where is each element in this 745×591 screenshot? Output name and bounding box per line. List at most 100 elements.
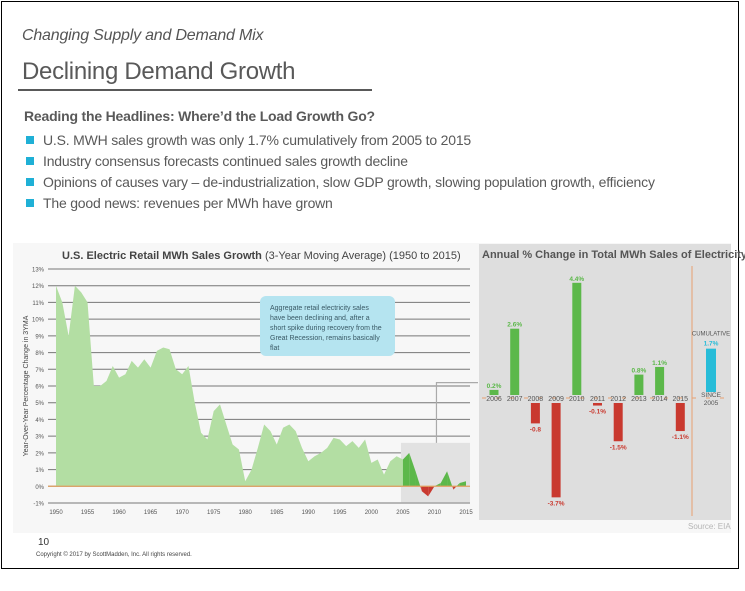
y-tick-label: 1% (35, 468, 44, 474)
bar-value-label: -3.7% (548, 500, 565, 507)
title-underline (18, 89, 372, 91)
x-tick-label: 2005 (396, 510, 410, 516)
x-tick-label: 2010 (428, 510, 442, 516)
highlight-area-positive (415, 471, 421, 487)
y-tick-label: 3% (35, 435, 44, 441)
bar (489, 389, 499, 395)
x-tick-label: 1995 (333, 510, 347, 516)
x-tick-label: 1975 (207, 510, 221, 516)
area-chart-title: U.S. Electric Retail MWh Sales Growth (3… (62, 250, 461, 262)
bullet-square-icon (26, 157, 34, 165)
page-title: Declining Demand Growth (22, 58, 296, 85)
annual-change-panel (479, 244, 731, 520)
bar-category-label: 2012 (610, 396, 626, 403)
area-chart: 13% 12% 11% 10% 9% 8% 7% 6% 5% 4% 3% 2% 1% 0% -1% 1950 1… (23, 268, 478, 516)
bullet-item: U.S. MWH sales growth was only 1.7% cumu… (26, 132, 706, 148)
subheading: Reading the Headlines: Where’d the Load … (24, 108, 375, 124)
bar-category-label: 2011 (590, 396, 605, 403)
bullet-square-icon (26, 136, 34, 144)
bar-category-label: 2015 (673, 396, 689, 403)
highlight-area-negative (420, 486, 422, 492)
highlight-area-positive (447, 471, 453, 487)
highlight-area-positive (456, 482, 460, 487)
bar-category-label: 2008 (528, 396, 544, 403)
connector-line (435, 382, 478, 443)
y-tick-label: 2% (35, 451, 44, 457)
cumulative-category-label: 2005 (704, 400, 719, 407)
bar-value-label: -0.8 (530, 426, 542, 433)
bar-value-label: 0.8% (631, 368, 646, 375)
y-tick-label: 5% (35, 401, 44, 407)
highlight-area-negative (428, 486, 435, 497)
area-series (56, 285, 403, 487)
bullet-square-icon (26, 178, 34, 186)
cumulative-bar (706, 348, 716, 392)
x-tick-label: 2015 (459, 510, 473, 516)
bullet-text: Opinions of causes vary – de-industriali… (43, 174, 655, 190)
bar (613, 403, 623, 442)
copyright: Copyright © 2017 by ScottMadden, Inc. Al… (36, 552, 192, 558)
page-number: 10 (38, 537, 50, 548)
bar-value-label: 2.6% (507, 322, 522, 329)
y-tick-label: 13% (32, 268, 45, 274)
highlight-area-negative (452, 486, 454, 490)
area-chart-title-suffix: (3-Year Moving Average) (1950 to 2015) (264, 250, 461, 262)
y-tick-label: 12% (32, 284, 45, 290)
x-tick-label: 1965 (144, 510, 158, 516)
bar (551, 403, 561, 498)
bar-category-label: 2006 (486, 396, 502, 403)
x-tick-label: 1990 (302, 510, 316, 516)
x-tick-label: 2000 (365, 510, 379, 516)
highlight-area-positive (402, 452, 410, 487)
bullet-item: Industry consensus forecasts continued s… (26, 153, 706, 169)
bar (634, 374, 644, 395)
y-tick-label: 4% (35, 418, 44, 424)
bar-value-label: 1.1% (652, 360, 667, 367)
y-tick-label: 8% (35, 351, 44, 357)
bar-category-label: 2009 (548, 396, 564, 403)
bar-category-label: 2007 (507, 396, 523, 403)
highlight-area-positive (434, 482, 441, 487)
highlight-area-positive (440, 471, 448, 487)
x-tick-label: 1985 (270, 510, 284, 516)
cumulative-top-label: CUMULATIVE (692, 332, 730, 338)
bar-category-label: 2014 (652, 396, 668, 403)
bar-value-label: 4.4% (569, 276, 584, 283)
y-tick-label: 0% (35, 485, 44, 491)
highlight-area-negative (453, 486, 457, 490)
x-tick-label: 1955 (81, 510, 95, 516)
y-axis-label: Year-Over-Year Percentage Change in 3YMA (23, 315, 30, 456)
x-tick-label: 1960 (112, 510, 126, 516)
section-title: Changing Supply and Demand Mix (22, 27, 264, 44)
y-tick-label: 7% (35, 368, 44, 374)
bar (593, 403, 602, 406)
bar (530, 403, 540, 424)
bullet-square-icon (26, 199, 34, 207)
x-tick-label: 1950 (49, 510, 63, 516)
source-note: Source: EIA (688, 522, 731, 531)
x-tick-label: 1980 (239, 510, 253, 516)
highlight-area-positive (459, 481, 466, 487)
x-tick-label: 1970 (175, 510, 189, 516)
area-chart-title-main: U.S. Electric Retail MWh Sales Growth (62, 250, 262, 262)
y-tick-label: 6% (35, 385, 44, 391)
y-tick-label: 11% (32, 301, 44, 307)
bullet-text: The good news: revenues per MWh have gro… (43, 195, 333, 211)
bullet-item: Opinions of causes vary – de-industriali… (26, 174, 706, 190)
y-tick-label: 9% (35, 334, 44, 340)
cumulative-category-label: SINCE (701, 392, 722, 399)
bar-value-label: 0.2% (487, 383, 502, 390)
highlight-area-negative (421, 486, 429, 497)
bar-value-label: -0.1% (589, 409, 606, 416)
bar (655, 366, 665, 395)
bullet-item: The good news: revenues per MWh have gro… (26, 195, 706, 211)
bar (572, 282, 582, 395)
bar-value-label: -1.5% (610, 444, 627, 451)
bullet-list: U.S. MWH sales growth was only 1.7% cumu… (26, 132, 706, 216)
cumulative-value-label: 1.7% (704, 341, 719, 348)
bar-value-label: -1.1% (672, 434, 689, 441)
chart-annotation-callout: Aggregate retail electricity sales have … (260, 296, 395, 356)
bullet-text: U.S. MWH sales growth was only 1.7% cumu… (43, 132, 471, 148)
bullet-text: Industry consensus forecasts continued s… (43, 153, 408, 169)
